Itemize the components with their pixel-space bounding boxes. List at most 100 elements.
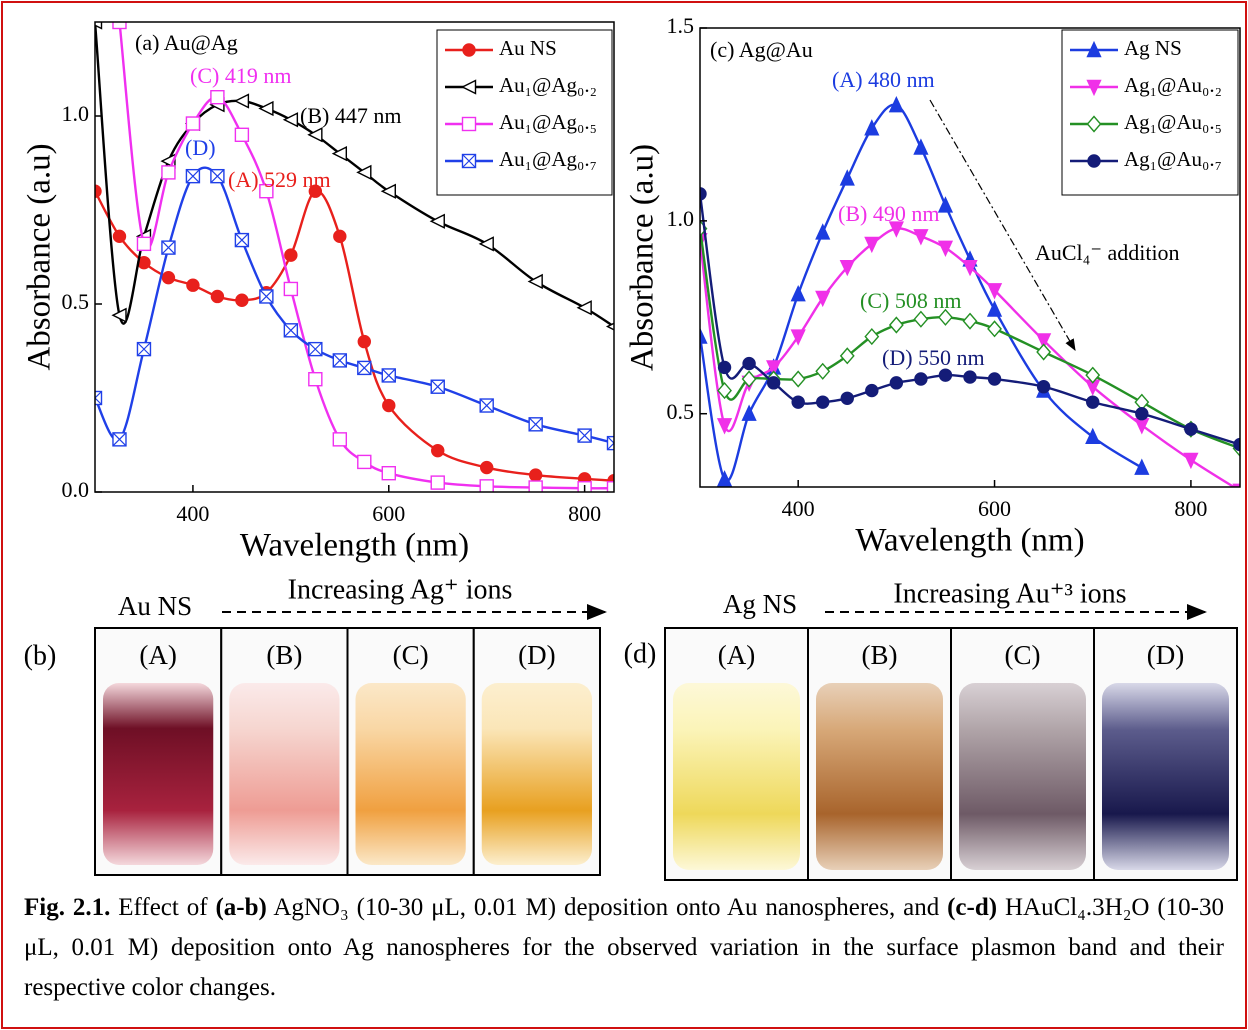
data-point — [186, 117, 199, 130]
data-point — [284, 282, 297, 295]
legend-marker — [463, 118, 476, 131]
data-point — [939, 241, 952, 255]
data-point — [431, 215, 444, 228]
data-point — [988, 302, 1001, 316]
data-point — [480, 237, 493, 250]
data-point — [113, 230, 125, 242]
legend-label: Ag₁@Au₀.₇ — [1124, 147, 1222, 171]
annotation: (D) 550 nm — [882, 345, 985, 370]
annotation: (C) 419 nm — [190, 63, 291, 88]
panel-label: (d) — [624, 638, 657, 669]
y-tick-label: 0.5 — [667, 399, 695, 424]
data-point — [162, 272, 174, 284]
legend-label: Au₁@Ag₀.₂ — [499, 73, 597, 97]
data-point — [866, 385, 878, 397]
vial-liquid — [1102, 683, 1229, 870]
y-axis-label: Absorbance (a.u) — [22, 143, 58, 370]
data-point — [939, 369, 951, 381]
data-point — [914, 140, 927, 154]
caption-text: AgNO₃ (10-30 μL, 0.01 M) deposition onto… — [267, 894, 947, 921]
data-point — [743, 406, 756, 420]
data-point — [334, 230, 346, 242]
data-point — [817, 396, 829, 408]
data-point — [284, 113, 297, 126]
data-point — [211, 91, 224, 104]
x-tick-label: 800 — [568, 501, 601, 526]
data-point — [890, 318, 903, 333]
vial-liquid — [816, 683, 943, 870]
vial-label: (C) — [393, 640, 429, 670]
data-point — [481, 462, 493, 474]
annotation: (a) Au@Ag — [135, 30, 238, 55]
data-point — [988, 321, 1001, 336]
caption-text: (c-d) — [947, 894, 997, 921]
data-point — [841, 171, 854, 185]
figure: 400 600 800 0.0 0.5 1.0 Wavelength (nm) Absorba… — [0, 0, 1248, 1030]
first-sample-label: Au NS — [118, 591, 192, 621]
data-point — [816, 225, 829, 239]
data-point — [162, 166, 175, 179]
data-point — [865, 329, 878, 344]
vial-liquid — [229, 683, 339, 865]
data-point — [816, 364, 829, 379]
data-point — [1136, 408, 1148, 420]
data-point — [260, 102, 273, 115]
legend-label: Au₁@Ag₀.₇ — [499, 147, 597, 171]
annotation: (A) 480 nm — [832, 67, 935, 92]
x-tick-label: 600 — [978, 496, 1011, 521]
caption-text: Effect of — [110, 894, 215, 921]
x-axis-label: Wavelength (nm) — [240, 528, 469, 564]
page: {"chart_data": [ {"type": "line", "x_lab… — [0, 0, 1248, 1030]
data-point — [235, 94, 248, 107]
legend-label: Ag NS — [1124, 36, 1182, 60]
vial-label: (B) — [862, 640, 898, 670]
data-point — [915, 373, 927, 385]
legend-marker — [1088, 155, 1100, 167]
data-point — [1037, 345, 1050, 360]
data-point — [718, 383, 731, 398]
data-point — [841, 348, 854, 363]
data-point — [333, 433, 346, 446]
annotation: (A) 529 nm — [228, 167, 331, 192]
data-point — [1135, 419, 1148, 433]
annotation: AuCl₄⁻ addition — [1035, 240, 1180, 265]
y-tick-label: 0.0 — [62, 477, 90, 502]
x-tick-label: 400 — [782, 496, 815, 521]
data-point — [358, 336, 370, 348]
arrow-label: Increasing Au⁺³ ions — [893, 578, 1126, 609]
data-point — [792, 287, 805, 301]
data-point — [792, 372, 805, 387]
vial-liquid — [356, 683, 466, 865]
data-point — [989, 373, 1001, 385]
caption-text: Fig. 2.1. — [24, 894, 110, 921]
data-point — [235, 128, 248, 141]
data-point — [383, 400, 395, 412]
data-point — [792, 396, 804, 408]
legend-label: Ag₁@Au₀.₂ — [1124, 73, 1222, 97]
series-line — [95, 168, 614, 443]
y-tick-label: 1.0 — [667, 206, 695, 231]
annotation: (B) 490 nm — [838, 201, 939, 226]
legend-label: Ag₁@Au₀.₅ — [1124, 110, 1222, 134]
vial-liquid — [482, 683, 592, 865]
vial-liquid — [673, 683, 800, 870]
data-point — [309, 128, 322, 141]
data-point — [358, 455, 371, 468]
data-point — [382, 467, 395, 480]
data-point — [719, 361, 731, 373]
vial-liquid — [103, 683, 213, 865]
vial-label: (B) — [266, 640, 302, 670]
annotation: (D) — [185, 135, 216, 160]
data-point — [939, 198, 952, 212]
data-point — [285, 249, 297, 261]
x-tick-label: 800 — [1174, 496, 1207, 521]
annotation: (B) 447 nm — [300, 103, 401, 128]
data-point — [211, 290, 223, 302]
annotation: (C) 508 nm — [860, 288, 961, 313]
y-tick-label: 1.5 — [667, 13, 695, 38]
data-point — [578, 301, 591, 314]
data-point — [1184, 454, 1197, 468]
vial-label: (C) — [1005, 640, 1041, 670]
data-point — [768, 377, 780, 389]
arrow-label: Increasing Ag⁺ ions — [288, 574, 513, 605]
